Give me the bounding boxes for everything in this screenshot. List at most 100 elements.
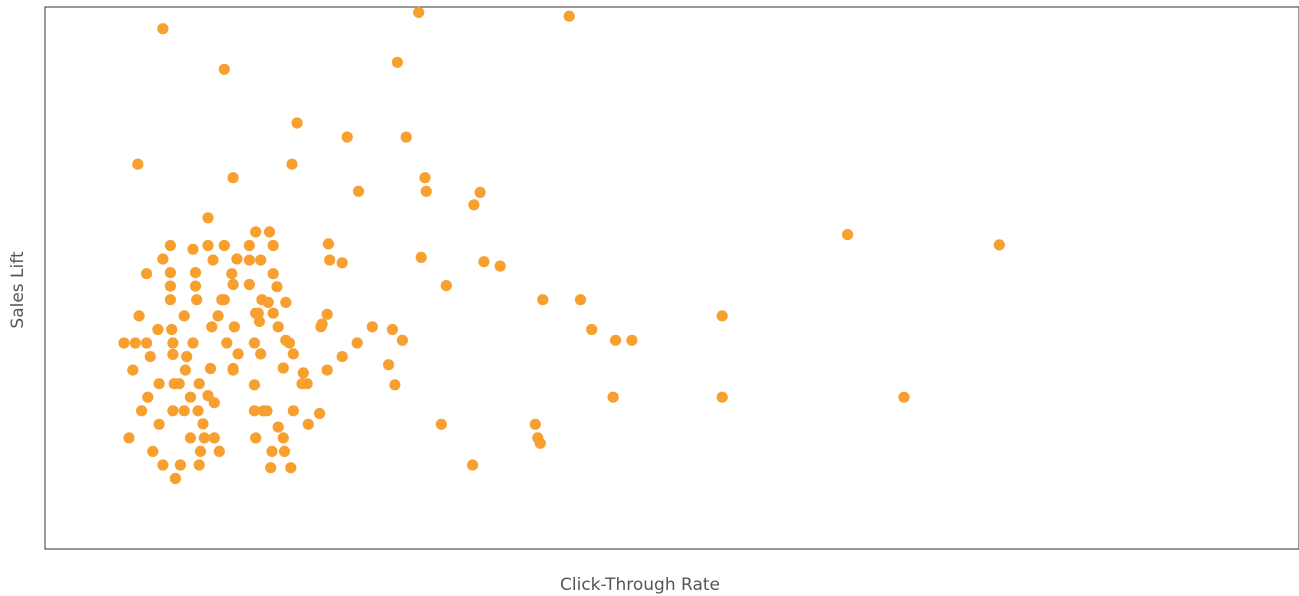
data-point <box>153 418 165 430</box>
data-point <box>435 418 447 430</box>
data-point <box>351 337 363 349</box>
data-point <box>164 239 176 252</box>
data-point <box>197 418 209 430</box>
data-point <box>266 445 278 457</box>
data-point <box>529 418 541 430</box>
data-point <box>386 323 398 336</box>
data-point <box>141 268 153 280</box>
data-point <box>537 294 549 306</box>
data-point <box>157 23 169 35</box>
data-point <box>167 337 179 349</box>
data-point <box>255 348 267 360</box>
data-point <box>494 260 506 272</box>
data-point <box>189 267 202 279</box>
data-point <box>283 337 296 349</box>
data-point <box>194 445 207 457</box>
plot-border <box>44 6 1299 550</box>
data-point <box>607 391 619 403</box>
data-point <box>218 239 230 252</box>
data-point <box>228 321 240 333</box>
data-point <box>181 351 193 363</box>
data-point <box>248 379 260 391</box>
data-point <box>129 337 141 349</box>
data-point <box>174 459 186 471</box>
data-point <box>178 310 190 322</box>
data-point <box>716 310 728 322</box>
data-point <box>280 296 292 308</box>
data-point <box>207 254 219 266</box>
data-point <box>202 212 214 224</box>
data-point <box>204 362 217 375</box>
data-point <box>420 185 432 197</box>
data-point <box>118 337 130 349</box>
data-points <box>118 6 1005 485</box>
data-point <box>192 405 204 417</box>
data-point <box>191 294 203 306</box>
data-point <box>243 239 255 252</box>
data-point <box>285 462 297 474</box>
data-point <box>400 131 412 143</box>
data-point <box>152 323 164 336</box>
data-point <box>127 364 139 376</box>
data-point <box>193 378 205 390</box>
data-point <box>243 254 255 266</box>
data-point <box>314 407 326 420</box>
data-point <box>267 268 279 280</box>
data-point <box>586 323 598 336</box>
data-point <box>610 334 622 346</box>
data-point <box>243 278 255 291</box>
data-point <box>262 296 274 308</box>
data-point <box>202 239 214 252</box>
data-point <box>277 362 289 374</box>
data-point <box>532 432 544 444</box>
data-point <box>324 254 336 266</box>
data-point <box>147 445 159 457</box>
data-point <box>277 432 289 444</box>
data-point <box>271 281 283 293</box>
data-point <box>142 391 154 403</box>
data-point <box>322 238 334 250</box>
data-point <box>232 348 244 360</box>
data-point <box>478 256 490 268</box>
data-point <box>272 321 284 333</box>
data-point <box>123 432 135 444</box>
x-axis-label: Click-Through Rate <box>560 575 720 595</box>
data-point <box>250 432 262 444</box>
data-point <box>218 63 230 75</box>
data-point <box>341 131 353 143</box>
data-point <box>132 158 144 170</box>
data-point <box>396 334 408 346</box>
data-point <box>253 315 265 327</box>
data-point <box>212 310 224 322</box>
data-point <box>184 391 197 403</box>
data-point <box>265 462 277 474</box>
data-point <box>227 278 239 291</box>
data-point <box>267 307 279 319</box>
data-point <box>227 172 239 184</box>
data-point <box>216 294 228 306</box>
data-point <box>255 254 267 266</box>
data-point <box>250 226 262 238</box>
data-point <box>248 405 260 417</box>
data-point <box>178 405 190 417</box>
data-point <box>164 294 176 306</box>
data-point <box>716 391 728 403</box>
data-point <box>563 10 575 22</box>
data-point <box>206 321 218 333</box>
data-point <box>278 445 291 457</box>
data-point <box>141 337 153 349</box>
data-point <box>291 117 303 129</box>
data-point <box>179 364 191 376</box>
data-point <box>413 6 425 19</box>
data-point <box>187 243 199 255</box>
data-point <box>144 351 156 363</box>
data-point <box>169 472 181 485</box>
data-point <box>184 432 197 444</box>
data-point <box>133 310 145 322</box>
data-point <box>302 418 314 430</box>
data-point <box>164 267 176 279</box>
data-point <box>189 280 202 292</box>
data-point <box>173 378 185 390</box>
data-point <box>227 364 239 376</box>
